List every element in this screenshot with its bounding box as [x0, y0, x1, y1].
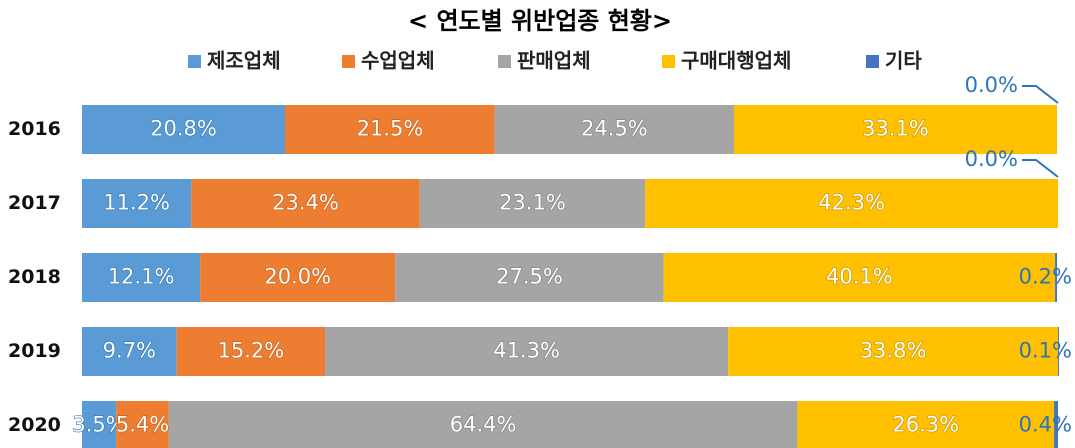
- data-label: 5.4%: [116, 413, 169, 437]
- y-tick-label: 2020: [8, 414, 61, 436]
- bar-segment: [663, 253, 1056, 302]
- legend-label: 기타: [885, 49, 922, 73]
- bar-segment: [82, 179, 192, 228]
- bar-segment: [1055, 253, 1058, 302]
- data-label: 9.7%: [103, 339, 156, 363]
- data-label: 12.1%: [108, 265, 175, 289]
- data-label: 0.1%: [1019, 339, 1072, 363]
- legend-swatch: [662, 55, 675, 68]
- legend-swatch: [188, 55, 201, 68]
- bar-segment: [116, 401, 169, 448]
- chart-title: < 연도별 위반업종 현황>: [408, 7, 672, 35]
- data-label: 11.2%: [103, 191, 170, 215]
- bar-segment: [494, 105, 734, 154]
- bar-segment: [168, 401, 798, 448]
- data-label: 64.4%: [450, 413, 517, 437]
- y-tick-label: 2016: [8, 118, 61, 140]
- legend-swatch: [342, 55, 355, 68]
- bar-segment: [1054, 401, 1058, 448]
- bar-segment: [1058, 327, 1059, 376]
- data-label: 20.0%: [264, 265, 331, 289]
- data-label: 27.5%: [496, 265, 563, 289]
- data-label: 26.3%: [892, 413, 959, 437]
- data-label: 33.1%: [862, 117, 929, 141]
- bar-segment: [82, 253, 201, 302]
- bar-segment: [419, 179, 646, 228]
- legend-swatch: [866, 55, 879, 68]
- leader-line: [1022, 85, 1059, 104]
- bar-segment: [176, 327, 326, 376]
- data-label: 23.4%: [272, 191, 339, 215]
- data-label: 0.4%: [1019, 413, 1072, 437]
- bar-segment: [82, 327, 177, 376]
- legend-label: 제조업체: [207, 49, 281, 73]
- leader-line: [1022, 159, 1059, 178]
- data-label: 21.5%: [357, 117, 424, 141]
- legend-label: 판매업체: [517, 49, 591, 73]
- y-tick-label: 2018: [8, 266, 61, 288]
- bar-segment: [82, 105, 286, 154]
- bar-segment: [325, 327, 729, 376]
- bar-segment: [797, 401, 1055, 448]
- bar-segment: [645, 179, 1058, 228]
- y-tick-label: 2019: [8, 340, 61, 362]
- bar-segment: [395, 253, 664, 302]
- bar-segment: [285, 105, 495, 154]
- y-tick-label: 2017: [8, 192, 61, 214]
- legend-swatch: [498, 55, 511, 68]
- data-label: 0.0%: [965, 73, 1018, 97]
- bar-segment: [728, 327, 1058, 376]
- bar-segment: [200, 253, 396, 302]
- data-label: 33.8%: [860, 339, 927, 363]
- data-label: 0.2%: [1019, 265, 1072, 289]
- data-label: 23.1%: [499, 191, 566, 215]
- data-label: 41.3%: [493, 339, 560, 363]
- data-label: 42.3%: [818, 191, 885, 215]
- legend-label: 수업업체: [361, 49, 435, 73]
- legend-label: 구매대행업체: [681, 49, 791, 73]
- data-label: 0.0%: [965, 147, 1018, 171]
- bar-segment: [191, 179, 420, 228]
- data-label: 40.1%: [826, 265, 893, 289]
- bar-segment: [733, 105, 1058, 154]
- data-label: 15.2%: [217, 339, 284, 363]
- data-label: 20.8%: [150, 117, 217, 141]
- bar-segment: [82, 401, 117, 448]
- data-label: 24.5%: [581, 117, 648, 141]
